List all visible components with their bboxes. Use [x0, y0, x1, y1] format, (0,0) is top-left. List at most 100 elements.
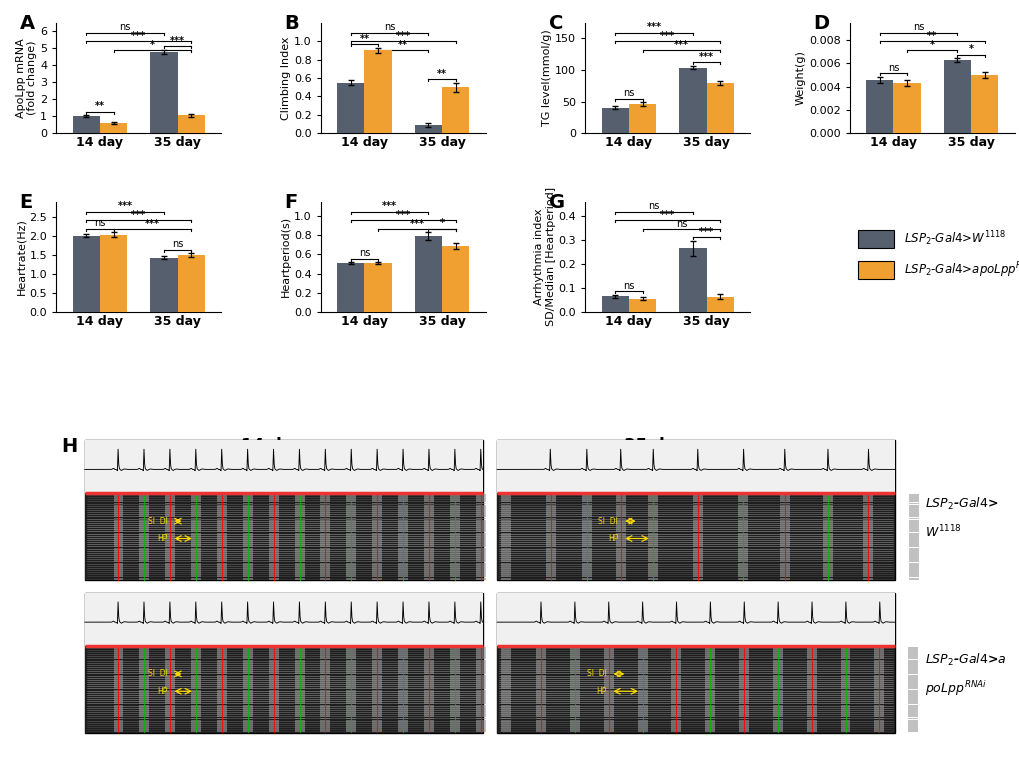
Bar — [191, 550, 201, 552]
Bar — [320, 544, 330, 545]
Bar — [372, 731, 382, 732]
Bar — [140, 668, 149, 670]
Bar — [268, 528, 278, 530]
Bar — [449, 569, 460, 571]
Bar — [294, 531, 305, 532]
Bar — [873, 731, 883, 732]
Bar — [320, 656, 330, 657]
Bar — [113, 578, 123, 580]
Bar — [397, 715, 408, 718]
Bar — [243, 496, 253, 498]
Bar — [907, 700, 917, 702]
Bar — [217, 494, 226, 496]
Bar — [475, 653, 485, 655]
Bar — [739, 711, 748, 713]
Bar — [603, 677, 613, 679]
Bar — [582, 534, 592, 537]
Bar — [191, 496, 201, 498]
Bar — [345, 677, 356, 679]
Bar — [862, 533, 872, 534]
Bar — [738, 544, 748, 545]
Bar — [191, 503, 201, 504]
Bar — [679, 67, 706, 133]
Bar — [739, 726, 748, 728]
Bar — [908, 550, 918, 552]
Bar — [582, 541, 592, 543]
Bar — [372, 681, 382, 683]
Bar — [165, 659, 175, 662]
Bar — [501, 696, 511, 698]
Bar — [840, 664, 850, 666]
Bar — [873, 696, 883, 698]
Bar — [496, 494, 895, 580]
Bar — [570, 698, 580, 700]
Bar — [704, 690, 714, 692]
Bar — [582, 509, 592, 511]
Bar — [294, 569, 305, 571]
Bar — [243, 672, 253, 674]
Bar — [738, 507, 748, 509]
Bar — [615, 546, 625, 547]
Bar — [217, 531, 226, 532]
Bar — [191, 696, 201, 698]
Bar — [243, 685, 253, 687]
Bar — [372, 554, 382, 556]
Bar — [372, 684, 382, 685]
Bar — [806, 715, 816, 718]
Bar — [345, 544, 356, 545]
Bar — [424, 721, 433, 724]
Bar — [320, 718, 330, 719]
Bar — [637, 711, 647, 713]
Bar — [806, 700, 816, 702]
Bar — [907, 720, 917, 721]
Bar — [908, 507, 918, 509]
Bar — [294, 664, 305, 666]
Bar — [822, 544, 832, 545]
Bar — [320, 572, 330, 573]
Bar — [536, 649, 545, 651]
Bar — [397, 562, 408, 565]
Bar — [692, 565, 702, 567]
Bar — [294, 524, 305, 526]
Bar — [85, 440, 482, 580]
Bar — [615, 507, 625, 509]
Bar — [243, 494, 253, 496]
Bar — [140, 578, 149, 580]
Bar — [692, 554, 702, 556]
Bar — [908, 533, 918, 534]
Bar — [268, 724, 278, 726]
Bar — [536, 707, 545, 709]
Bar — [113, 518, 123, 519]
Bar — [603, 649, 613, 651]
Bar — [603, 668, 613, 670]
Bar — [320, 653, 330, 655]
Bar — [217, 685, 226, 687]
Bar — [294, 692, 305, 693]
Bar — [397, 537, 408, 539]
Bar — [449, 728, 460, 731]
Bar — [648, 562, 657, 565]
Bar — [345, 565, 356, 567]
Bar — [648, 513, 657, 516]
Bar — [397, 524, 408, 526]
Bar — [637, 662, 647, 664]
Bar — [873, 694, 883, 696]
Bar — [779, 516, 789, 517]
Bar — [397, 698, 408, 700]
Bar — [191, 664, 201, 666]
Bar — [217, 700, 226, 702]
Bar — [501, 498, 511, 500]
Bar — [294, 562, 305, 565]
Bar — [907, 728, 917, 731]
Bar — [320, 662, 330, 664]
Bar — [704, 666, 714, 668]
Bar — [779, 505, 789, 506]
Bar — [501, 541, 511, 543]
Text: D: D — [812, 14, 828, 33]
Bar — [150, 51, 177, 133]
Bar — [294, 552, 305, 554]
Bar — [113, 711, 123, 713]
Bar — [424, 569, 433, 571]
Bar — [372, 552, 382, 554]
Bar — [738, 518, 748, 519]
